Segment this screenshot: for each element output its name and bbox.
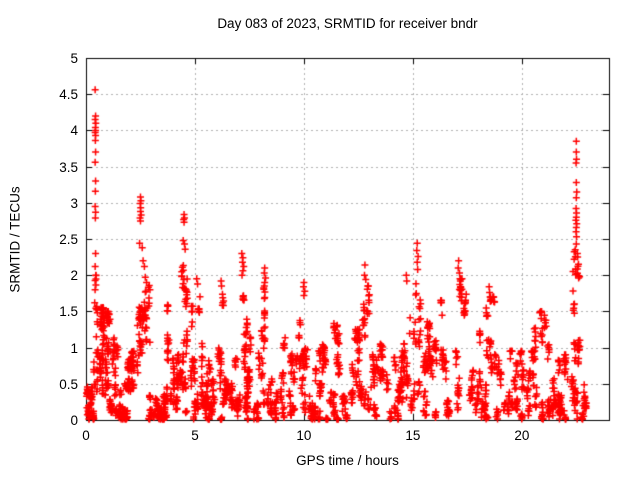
y-tick-label: 3.5 — [59, 159, 78, 175]
y-tick-label: 2 — [70, 268, 78, 284]
y-tick-label: 2.5 — [59, 232, 78, 247]
y-axis-label: SRMTID / TECUs — [7, 185, 23, 293]
x-tick-label: 10 — [296, 428, 312, 443]
chart-title: Day 083 of 2023, SRMTID for receiver bnd… — [217, 16, 478, 31]
y-tick-label: 1 — [70, 340, 78, 356]
y-tick-label: 4 — [70, 123, 78, 139]
x-tick-label: 0 — [82, 428, 90, 443]
x-tick-label: 20 — [514, 428, 530, 443]
x-axis-label: GPS time / hours — [296, 453, 399, 468]
y-tick-label: 1.5 — [59, 304, 78, 320]
y-tick-label: 4.5 — [59, 87, 78, 103]
y-axis-label-wrap: SRMTID / TECUs — [4, 58, 26, 420]
y-tick-label: 5 — [70, 51, 78, 66]
x-tick-label: 15 — [405, 428, 421, 443]
y-tick-label: 3 — [70, 195, 78, 211]
y-tick-label: 0 — [70, 413, 78, 428]
x-tick-label: 5 — [191, 428, 199, 443]
y-tick-label: 0.5 — [59, 376, 78, 392]
